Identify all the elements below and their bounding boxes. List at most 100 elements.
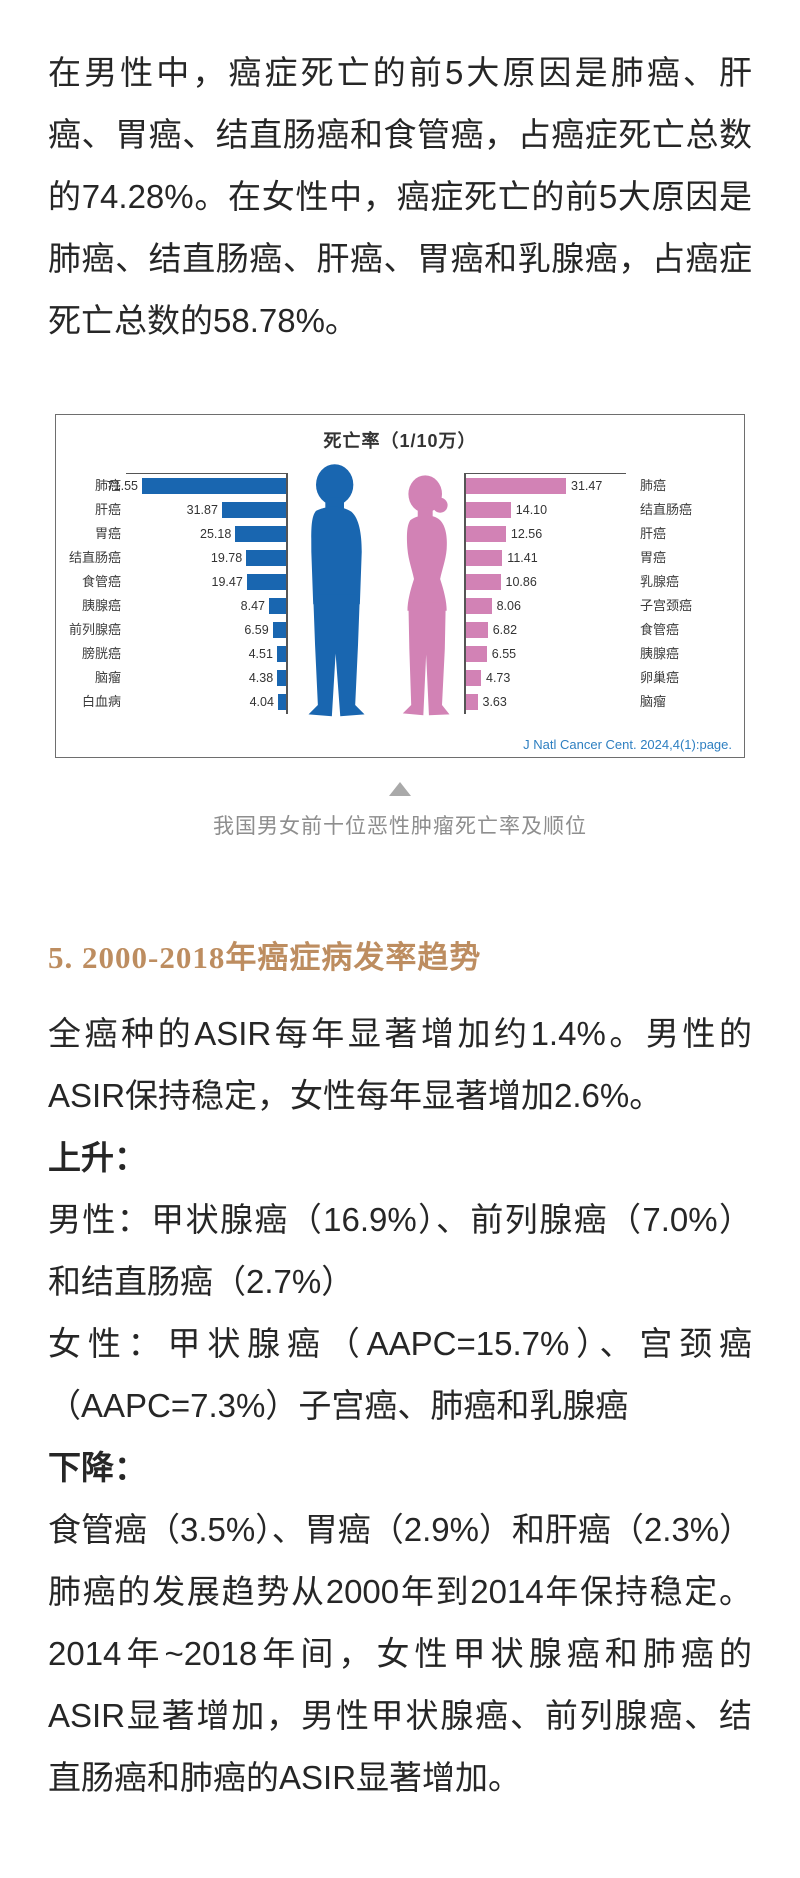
female-bar-value: 10.86 [505,575,537,589]
male-bar-value: 19.78 [210,551,243,565]
male-bar-value: 4.51 [248,647,273,661]
male-bar-row: 19.47 [126,570,286,594]
female-bar [466,670,481,686]
female-category-label: 子宫颈癌 [640,598,693,613]
female-bar [466,622,488,638]
female-category-label: 脑瘤 [640,694,667,709]
male-bar-value: 31.87 [186,503,218,517]
trend-paragraph: 肺癌的发展趋势从2000年到2014年保持稳定。2014年~2018年间，女性甲… [48,1573,752,1796]
male-bar-row: 4.04 [126,690,286,714]
male-category-label: 胰腺癌 [81,598,121,613]
female-bar-row: 11.41 [466,546,626,570]
human-figures [288,455,464,727]
female-bar [466,694,478,710]
female-category-label: 胰腺癌 [640,646,680,661]
female-bar [466,478,566,494]
figure-caption: 我国男女前十位恶性肿瘤死亡率及顺位 [213,815,587,838]
male-category-label: 结直肠癌 [68,550,121,565]
female-bar-row: 14.10 [466,498,626,522]
female-bar-row: 31.47 [466,474,626,498]
female-bar-row: 6.55 [466,642,626,666]
male-category-label: 膀胱癌 [81,646,121,661]
male-bar [221,502,286,518]
female-bar-value: 6.82 [492,623,518,637]
female-bar-row: 8.06 [466,594,626,618]
male-bar-row: 4.38 [126,666,286,690]
male-bar [246,574,286,590]
chart-area: 肺癌 肝癌 胃癌 结直肠癌 食管癌 胰腺癌 前列腺癌 膀胱癌 脑瘤 白血病 71.55 31.87 2… [56,464,744,727]
female-bar [466,574,501,590]
male-bar [277,670,286,686]
up-female-paragraph: 女性：甲状腺癌（AAPC=15.7%）、宫颈癌（AAPC=7.3%）子宫癌、肺癌… [48,1325,752,1424]
female-category-label: 乳腺癌 [640,574,680,589]
female-bar-row: 4.73 [466,666,626,690]
male-bar [277,694,286,710]
down-label: 下降： [48,1449,147,1486]
male-bar [276,646,286,662]
male-bar-value: 4.38 [248,671,274,685]
female-bar-value: 14.10 [515,503,548,517]
female-category-label: 肺癌 [640,478,667,493]
female-bar-value: 12.56 [510,527,543,541]
male-bar-value: 71.55 [106,479,138,493]
up-male-paragraph: 男性：甲状腺癌（16.9%）、前列腺癌（7.0%）和结直肠癌（2.7%） [48,1201,752,1300]
male-bar-row: 71.55 [107,474,286,498]
male-category-label: 白血病 [81,694,121,709]
male-bar [272,622,286,638]
chart-title: 死亡率（1/10万） [323,431,477,451]
section-heading: 5. 2000-2018年癌症病发率趋势 [48,940,482,975]
male-bar [269,598,286,614]
female-category-label: 卵巢癌 [640,670,680,685]
female-bar-value: 6.55 [491,647,517,661]
female-bar [466,598,492,614]
intro-paragraph: 在男性中，癌症死亡的前5大原因是肺癌、肝癌、胃癌、结直肠癌和食管癌，占癌症死亡总… [48,54,752,339]
female-bars-plot: 31.47 14.10 12.56 11.41 10.86 8.06 6.82 6.55 4.7… [464,473,626,714]
female-category-label: 肝癌 [640,526,667,541]
male-bar-row: 19.78 [126,546,286,570]
male-bar [246,550,286,566]
female-bar-value: 4.73 [486,671,511,685]
male-category-labels: 肺癌肝癌胃癌结直肠癌食管癌胰腺癌前列腺癌膀胱癌脑瘤白血病 [56,465,126,714]
female-bar [466,550,503,566]
female-bar-value: 31.47 [571,479,603,493]
up-label: 上升： [48,1139,147,1176]
male-category-label: 肝癌 [94,502,121,517]
male-bar-value: 6.59 [244,623,269,637]
male-bar-row: 31.87 [126,498,286,522]
female-bar [466,502,511,518]
male-bar-row: 4.51 [126,642,286,666]
male-bar-value: 8.47 [240,599,265,613]
caption-arrow-icon [389,782,411,796]
male-bar-value: 19.47 [211,575,243,589]
male-bars-plot: 71.55 31.87 25.18 19.78 19.47 8.47 6.59 4.51 4.3… [107,473,288,714]
female-category-label: 结直肠癌 [640,502,693,517]
asir-paragraph: 全癌种的ASIR每年显著增加约1.4%。男性的ASIR保持稳定，女性每年显著增加… [48,1015,752,1114]
male-bar [142,478,286,494]
female-bar [466,646,487,662]
female-category-label: 胃癌 [640,550,667,565]
male-bar-row: 8.47 [126,594,286,618]
female-silhouette-icon [402,475,450,716]
male-category-label: 脑瘤 [94,670,121,685]
female-bar-row: 10.86 [466,570,626,594]
female-bar-row: 12.56 [466,522,626,546]
female-bar-row: 6.82 [466,618,626,642]
mortality-figure: 死亡率（1/10万） 肺癌 肝癌 胃癌 结直肠癌 食管癌 胰腺癌 前列腺癌 膀胱癌 脑瘤 白血病 … [48,414,752,840]
male-bar-value: 25.18 [200,527,232,541]
male-bar-value: 4.04 [249,695,274,709]
female-bar-value: 11.41 [507,551,538,565]
female-bar [466,526,506,542]
male-category-label: 肺癌 [94,478,121,493]
male-bar [235,526,286,542]
male-category-label: 食管癌 [81,574,121,589]
down-paragraph: 食管癌（3.5%）、胃癌（2.9%）和肝癌（2.3%） [48,1511,753,1548]
male-category-label: 胃癌 [94,526,121,541]
male-bar-row: 25.18 [126,522,286,546]
journal-citation: J Natl Cancer Cent. 2024,4(1):page. [523,737,732,752]
female-category-labels: 肺癌结直肠癌肝癌胃癌乳腺癌子宫颈癌食管癌胰腺癌卵巢癌脑瘤 [626,465,744,714]
male-category-label: 前列腺癌 [68,622,121,637]
male-bar-row: 6.59 [126,618,286,642]
female-category-label: 食管癌 [640,622,680,637]
chart-box: 死亡率（1/10万） 肺癌 肝癌 胃癌 结直肠癌 食管癌 胰腺癌 前列腺癌 膀胱癌 脑瘤 白血病 … [55,414,745,758]
